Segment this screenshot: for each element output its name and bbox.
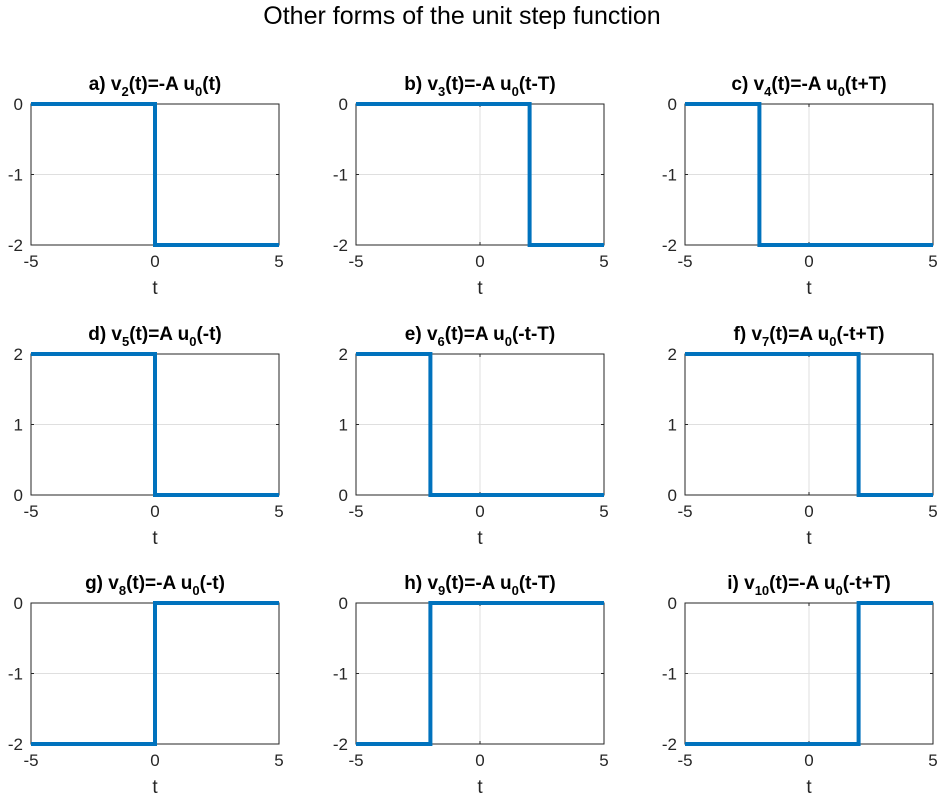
y-tick-label: 0 bbox=[14, 95, 23, 114]
y-tick-label: -1 bbox=[8, 665, 23, 684]
x-tick-label: 5 bbox=[274, 252, 283, 271]
y-tick-label: 2 bbox=[668, 345, 677, 364]
x-tick-label: -5 bbox=[348, 502, 363, 521]
y-tick-label: -2 bbox=[662, 735, 677, 754]
y-tick-label: 0 bbox=[14, 486, 23, 505]
subplot-3: -5 0 5 -2 -1 0 t c) v4(t)=-A u0(t+T) bbox=[662, 74, 938, 299]
x-tick-label: 0 bbox=[804, 502, 813, 521]
y-tick-label: -1 bbox=[662, 166, 677, 185]
step-signal-line bbox=[31, 601, 279, 746]
x-tick-label: -5 bbox=[677, 751, 692, 770]
subplot-8: -5 0 5 -2 -1 0 t h) v9(t)=-A u0(t-T) bbox=[333, 573, 609, 798]
x-tick-label: 5 bbox=[928, 502, 937, 521]
x-tick-label: 0 bbox=[150, 751, 159, 770]
x-axis-label: t bbox=[152, 278, 158, 299]
y-tick-label: -1 bbox=[8, 166, 23, 185]
subplot-title: d) v5(t)=A u0(-t) bbox=[88, 324, 222, 349]
subplot-9: -5 0 5 -2 -1 0 t i) v10(t)=-A u0(-t+T) bbox=[662, 573, 938, 798]
x-tick-label: 0 bbox=[475, 502, 484, 521]
subplot-title: a) v2(t)=-A u0(t) bbox=[89, 74, 222, 99]
step-signal-line bbox=[685, 102, 933, 247]
x-axis-label: t bbox=[477, 777, 483, 798]
x-axis-label: t bbox=[806, 528, 812, 549]
y-tick-label: -2 bbox=[333, 236, 348, 255]
x-tick-label: -5 bbox=[348, 252, 363, 271]
figure-suptitle: Other forms of the unit step function bbox=[263, 2, 660, 30]
x-tick-label: -5 bbox=[23, 252, 38, 271]
y-tick-label: 1 bbox=[668, 416, 677, 435]
x-tick-label: 5 bbox=[274, 751, 283, 770]
step-signal-line bbox=[685, 601, 933, 746]
subplot-title: b) v3(t)=-A u0(t-T) bbox=[404, 74, 555, 99]
x-axis-label: t bbox=[477, 278, 483, 299]
y-tick-label: 0 bbox=[339, 594, 348, 613]
y-tick-label: 0 bbox=[668, 95, 677, 114]
y-tick-label: 2 bbox=[339, 345, 348, 364]
x-tick-label: 5 bbox=[599, 751, 608, 770]
y-tick-label: 0 bbox=[339, 486, 348, 505]
x-axis-label: t bbox=[152, 528, 158, 549]
y-tick-label: -2 bbox=[662, 236, 677, 255]
x-tick-label: -5 bbox=[677, 252, 692, 271]
x-tick-label: 0 bbox=[150, 252, 159, 271]
x-axis-label: t bbox=[477, 528, 483, 549]
step-signal-line bbox=[31, 102, 279, 247]
y-tick-label: -1 bbox=[333, 665, 348, 684]
subplot-title: i) v10(t)=-A u0(-t+T) bbox=[727, 573, 890, 598]
y-tick-label: 1 bbox=[339, 416, 348, 435]
x-tick-label: 0 bbox=[150, 502, 159, 521]
x-tick-label: 5 bbox=[599, 252, 608, 271]
subplot-7: -5 0 5 -2 -1 0 t g) v8(t)=-A u0(-t) bbox=[8, 573, 284, 798]
subplot-title: e) v6(t)=A u0(-t-T) bbox=[405, 324, 555, 349]
y-tick-label: 0 bbox=[339, 95, 348, 114]
x-tick-label: -5 bbox=[23, 502, 38, 521]
x-tick-label: 0 bbox=[475, 751, 484, 770]
y-tick-label: 0 bbox=[668, 594, 677, 613]
x-tick-label: 5 bbox=[928, 751, 937, 770]
x-axis-label: t bbox=[806, 777, 812, 798]
y-tick-label: 2 bbox=[14, 345, 23, 364]
x-tick-label: -5 bbox=[23, 751, 38, 770]
step-signal-line bbox=[356, 102, 604, 247]
x-tick-label: -5 bbox=[348, 751, 363, 770]
x-tick-label: 0 bbox=[804, 252, 813, 271]
subplot-title: c) v4(t)=-A u0(t+T) bbox=[731, 74, 886, 99]
x-tick-label: 5 bbox=[928, 252, 937, 271]
subplot-title: f) v7(t)=A u0(-t+T) bbox=[734, 324, 885, 349]
subplot-2: -5 0 5 -2 -1 0 t b) v3(t)=-A u0(t-T) bbox=[333, 74, 609, 299]
x-tick-label: -5 bbox=[677, 502, 692, 521]
x-tick-label: 5 bbox=[274, 502, 283, 521]
y-tick-label: 0 bbox=[14, 594, 23, 613]
y-tick-label: -2 bbox=[8, 735, 23, 754]
y-tick-label: -1 bbox=[662, 665, 677, 684]
x-tick-label: 5 bbox=[599, 502, 608, 521]
step-signal-line bbox=[356, 601, 604, 746]
y-tick-label: -2 bbox=[333, 735, 348, 754]
step-signal-line bbox=[356, 352, 604, 497]
y-tick-label: -2 bbox=[8, 236, 23, 255]
step-signal-line bbox=[31, 352, 279, 497]
subplot-title: g) v8(t)=-A u0(-t) bbox=[85, 573, 225, 598]
subplot-title: h) v9(t)=-A u0(t-T) bbox=[404, 573, 555, 598]
x-tick-label: 0 bbox=[475, 252, 484, 271]
y-tick-label: 1 bbox=[14, 416, 23, 435]
subplot-1: -5 0 5 -2 -1 0 t a) v2(t)=-A u0(t) bbox=[8, 74, 284, 299]
x-axis-label: t bbox=[152, 777, 158, 798]
x-tick-label: 0 bbox=[804, 751, 813, 770]
x-axis-label: t bbox=[806, 278, 812, 299]
step-signal-line bbox=[685, 352, 933, 497]
y-tick-label: -1 bbox=[333, 166, 348, 185]
y-tick-label: 0 bbox=[668, 486, 677, 505]
